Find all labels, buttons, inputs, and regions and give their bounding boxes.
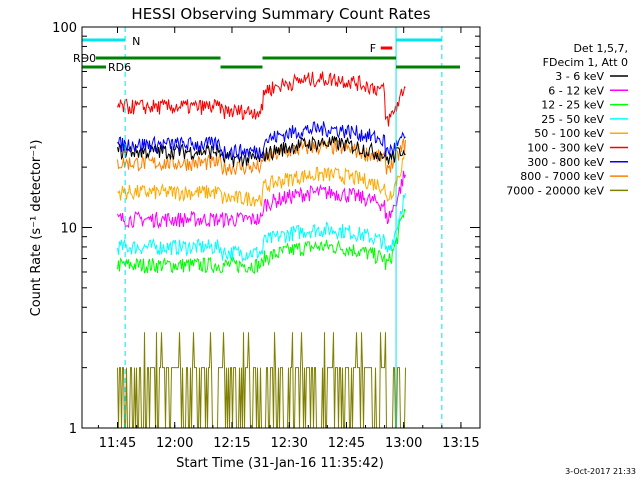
series-trace-4 [117,152,406,207]
series-trace-6 [117,121,406,161]
legend-label: 100 - 300 keV [527,142,604,155]
y-tick-label: 100 [52,21,77,36]
flag-n-label: N [132,35,140,48]
series-trace-3 [117,193,406,263]
y-tick-label: 1 [69,422,77,437]
x-tick-label: 13:00 [385,436,422,451]
series-trace-0 [117,135,406,167]
timestamp: 3-Oct-2017 21:33 [565,467,636,476]
legend-label: 300 - 800 keV [527,156,604,169]
legend-label: 800 - 7000 keV [520,170,604,183]
series-trace-5 [117,71,406,127]
x-tick-label: 12:15 [213,436,250,451]
x-tick-label: 13:15 [442,436,479,451]
x-ticks: 11:45 12:00 12:15 12:30 12:45 13:00 13:15 [97,27,480,451]
legend-label: 6 - 12 keV [548,84,604,97]
flag-f-label: F [370,42,376,55]
legend-label: 25 - 50 keV [541,113,604,126]
legend-label: 12 - 25 keV [541,99,604,112]
x-tick-label: 11:45 [99,436,136,451]
series-trace-7 [117,138,406,176]
legend-header-2: FDecim 1, Att 0 [543,56,628,69]
y-axis-label: Count Rate (s⁻¹ detector⁻¹) [29,140,44,317]
series-trace-1 [117,170,406,230]
legend-header-1: Det 1,5,7, [573,42,628,55]
series-trace-2 [117,208,406,275]
x-tick-label: 12:45 [328,436,365,451]
x-tick-label: 12:00 [156,436,193,451]
legend-label: 7000 - 20000 keV [506,184,604,197]
x-tick-label: 12:30 [270,436,307,451]
x-axis-label: Start Time (31-Jan-16 11:35:42) [176,456,384,471]
y-tick-label: 10 [60,222,77,237]
legend-label: 3 - 6 keV [555,70,604,83]
legend-label: 50 - 100 keV [534,127,604,140]
flag-rd6-label: RD6 [108,61,131,74]
series-layer [117,71,406,429]
chart-title: HESSI Observing Summary Count Rates [131,5,430,23]
y-ticks: 1 10 100 [52,21,480,437]
